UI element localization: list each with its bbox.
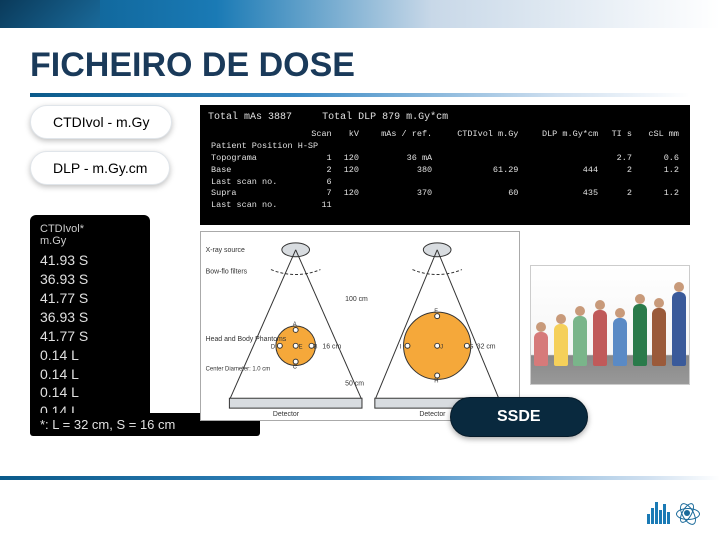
diagram-detector-r: Detector xyxy=(419,411,446,418)
ctdi-value: 0.14 L xyxy=(40,365,140,384)
ctdi-value: 41.77 S xyxy=(40,289,140,308)
svg-text:A: A xyxy=(293,322,297,328)
title-underline xyxy=(30,93,690,97)
svg-text:B: B xyxy=(313,345,317,351)
svg-text:H: H xyxy=(434,378,438,384)
title-block: FICHEIRO DE DOSE xyxy=(0,28,720,105)
dose-col-header xyxy=(208,129,301,141)
diagram-d3: 50 cm xyxy=(345,380,364,387)
dose-table-header-row: ScankVmAs / ref.CTDIvol m.GyDLP m.Gy*cmT… xyxy=(208,129,682,141)
ssde-pill: SSDE xyxy=(450,397,588,437)
child-figure xyxy=(573,316,587,366)
ctdi-value: 36.93 S xyxy=(40,308,140,327)
ctdi-value: 0.14 L xyxy=(40,383,140,402)
svg-text:C: C xyxy=(293,365,298,371)
total-dlp-value: 879 xyxy=(382,112,400,123)
dose-col-header: mAs / ref. xyxy=(362,129,435,141)
diagram-d4: 32 cm xyxy=(477,344,496,351)
page-title: FICHEIRO DE DOSE xyxy=(30,46,690,85)
dose-col-header: cSL mm xyxy=(635,129,682,141)
diagram-center-label: Center Diameter: 1.0 cm xyxy=(206,367,271,373)
ctdi-value: 41.77 S xyxy=(40,327,140,346)
diagram-xray-label: X-ray source xyxy=(206,247,245,254)
total-dlp-label: Total DLP xyxy=(322,112,376,123)
ctdi-pill: CTDIvol - m.Gy xyxy=(30,105,172,139)
ssde-pill-wrap: SSDE xyxy=(450,397,588,449)
child-figure xyxy=(672,292,686,366)
child-figure xyxy=(633,304,647,366)
dose-col-header: DLP m.Gy*cm xyxy=(521,129,601,141)
left-pills-column: CTDIvol - m.Gy DLP - m.Gy.cm xyxy=(30,105,200,197)
content-area: CTDIvol - m.Gy DLP - m.Gy.cm Total mAs 3… xyxy=(0,105,720,121)
phantom-diagram: X-ray source Bow-flo filters Head and Bo… xyxy=(200,231,520,421)
child-figure xyxy=(613,318,627,366)
svg-text:E: E xyxy=(299,345,303,351)
total-mas-label: Total mAs xyxy=(208,112,262,123)
ctdi-value: 41.93 S xyxy=(40,251,140,270)
child-figure xyxy=(652,308,666,366)
logo-atom-icon xyxy=(674,500,700,526)
dose-table-row: Last scan no.6 xyxy=(208,177,682,189)
dose-col-header: Scan xyxy=(301,129,335,141)
svg-text:G: G xyxy=(469,345,474,351)
child-figure xyxy=(593,310,607,366)
ctdi-value: 36.93 S xyxy=(40,270,140,289)
dose-col-header: kV xyxy=(335,129,362,141)
svg-text:F: F xyxy=(434,309,438,315)
footer-divider xyxy=(0,476,720,480)
dose-table-row: Base212038061.2944421.2 xyxy=(208,165,682,177)
dose-report-header: Total mAs 3887 Total DLP 879 m.Gy*cm xyxy=(208,111,682,125)
dose-table-row: Last scan no.11 xyxy=(208,200,682,212)
diagram-detector-l: Detector xyxy=(273,411,300,418)
footer-logo xyxy=(647,500,700,526)
dose-col-header: CTDIvol m.Gy xyxy=(435,129,521,141)
child-figure xyxy=(554,324,568,366)
dose-table-row: Supra71203706043521.2 xyxy=(208,188,682,200)
header-banner xyxy=(0,0,720,28)
child-figure xyxy=(534,332,548,366)
dose-col-header: TI s xyxy=(601,129,635,141)
dose-report-panel: Total mAs 3887 Total DLP 879 m.Gy*cm Sca… xyxy=(200,105,690,225)
dose-table-row: Topograma112036 mA2.70.6 xyxy=(208,153,682,165)
dose-table-body: Patient Position H-SPTopograma112036 mA2… xyxy=(208,141,682,212)
diagram-d1: 100 cm xyxy=(345,296,368,303)
total-mas-value: 3887 xyxy=(268,112,292,123)
svg-text:I: I xyxy=(400,345,402,351)
dose-table: ScankVmAs / ref.CTDIvol m.GyDLP m.Gy*cmT… xyxy=(208,129,682,212)
children-photo xyxy=(530,265,690,385)
ctdi-values-list: 41.93 S36.93 S41.77 S36.93 S41.77 S0.14 … xyxy=(40,251,140,421)
dlp-unit: m.Gy*cm xyxy=(406,112,448,123)
ctdi-values-panel: CTDIvol* m.Gy 41.93 S36.93 S41.77 S36.93… xyxy=(30,215,150,425)
dlp-pill: DLP - m.Gy.cm xyxy=(30,151,170,185)
svg-text:D: D xyxy=(271,345,275,351)
diagram-d2: 16 cm xyxy=(322,344,341,351)
diagram-phantom-label: Head and Body Phantoms xyxy=(206,336,287,343)
patient-position: Patient Position H-SP xyxy=(208,141,682,153)
logo-bars-icon xyxy=(647,502,670,524)
ctdi-header: CTDIvol* m.Gy xyxy=(40,223,140,247)
svg-text:J: J xyxy=(440,345,443,351)
diagram-bowtie-label: Bow-flo filters xyxy=(206,269,248,276)
ctdi-value: 0.14 L xyxy=(40,346,140,365)
